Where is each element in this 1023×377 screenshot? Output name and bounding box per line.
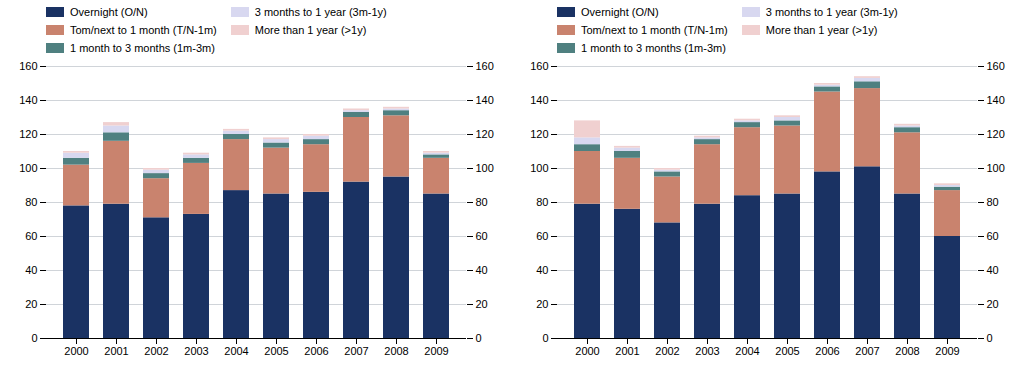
svg-text:2009: 2009 [424, 345, 448, 357]
svg-text:80: 80 [25, 196, 37, 208]
html-text:More than 1 year (>1y): More than 1 year (>1y) [254, 24, 367, 36]
svg-text:120: 120 [476, 128, 494, 140]
svg-text:0: 0 [31, 332, 37, 344]
svg-text:0: 0 [476, 332, 482, 344]
svg-text:2002: 2002 [655, 345, 679, 357]
svg-text:2005: 2005 [264, 345, 288, 357]
svg-text:120: 120 [530, 128, 548, 140]
svg-text:100: 100 [476, 162, 494, 174]
svg-text:60: 60 [536, 230, 548, 242]
svg-text:0: 0 [542, 332, 548, 344]
svg-text:140: 140 [987, 94, 1005, 106]
svg-text:40: 40 [476, 264, 488, 276]
svg-text:2008: 2008 [384, 345, 408, 357]
svg-text:40: 40 [987, 264, 999, 276]
html-text:3 months to 1 year (3m-1y): 3 months to 1 year (3m-1y) [765, 6, 898, 18]
svg-text:160: 160 [476, 60, 494, 72]
svg-text:2000: 2000 [575, 345, 599, 357]
svg-text:140: 140 [476, 94, 494, 106]
svg-text:2007: 2007 [855, 345, 879, 357]
html-text:Tom/next to 1 month (T/N-1m): Tom/next to 1 month (T/N-1m) [70, 24, 217, 36]
svg-text:20: 20 [25, 298, 37, 310]
html-text:Overnight (O/N): Overnight (O/N) [70, 6, 148, 18]
svg-text:2008: 2008 [895, 345, 919, 357]
html-text:Tom/next to 1 month (T/N-1m): Tom/next to 1 month (T/N-1m) [581, 24, 728, 36]
svg-text:2000: 2000 [64, 345, 88, 357]
svg-text:2003: 2003 [184, 345, 208, 357]
svg-text:2004: 2004 [735, 345, 759, 357]
svg-text:2001: 2001 [104, 345, 128, 357]
html-text:More than 1 year (>1y): More than 1 year (>1y) [765, 24, 878, 36]
svg-text:60: 60 [25, 230, 37, 242]
svg-text:60: 60 [476, 230, 488, 242]
svg-text:2003: 2003 [695, 345, 719, 357]
html-text:Overnight (O/N): Overnight (O/N) [581, 6, 659, 18]
html-text:3 months to 1 year (3m-1y): 3 months to 1 year (3m-1y) [254, 6, 387, 18]
svg-text:140: 140 [19, 94, 37, 106]
svg-text:40: 40 [536, 264, 548, 276]
svg-text:120: 120 [987, 128, 1005, 140]
svg-text:20: 20 [536, 298, 548, 310]
svg-text:80: 80 [536, 196, 548, 208]
svg-text:2002: 2002 [144, 345, 168, 357]
svg-text:2006: 2006 [815, 345, 839, 357]
html-text:1 month to 3 months (1m-3m): 1 month to 3 months (1m-3m) [70, 42, 215, 54]
svg-text:160: 160 [19, 60, 37, 72]
svg-text:40: 40 [25, 264, 37, 276]
svg-text:2009: 2009 [935, 345, 959, 357]
svg-text:100: 100 [19, 162, 37, 174]
html-text:1 month to 3 months (1m-3m): 1 month to 3 months (1m-3m) [581, 42, 726, 54]
svg-text:140: 140 [530, 94, 548, 106]
svg-text:20: 20 [987, 298, 999, 310]
svg-text:80: 80 [987, 196, 999, 208]
svg-text:20: 20 [476, 298, 488, 310]
svg-text:2001: 2001 [615, 345, 639, 357]
svg-text:100: 100 [987, 162, 1005, 174]
svg-text:2004: 2004 [224, 345, 248, 357]
svg-text:100: 100 [530, 162, 548, 174]
svg-text:0: 0 [987, 332, 993, 344]
svg-text:2006: 2006 [304, 345, 328, 357]
svg-text:2005: 2005 [775, 345, 799, 357]
svg-text:80: 80 [476, 196, 488, 208]
svg-text:120: 120 [19, 128, 37, 140]
svg-text:60: 60 [987, 230, 999, 242]
svg-text:160: 160 [987, 60, 1005, 72]
svg-text:2007: 2007 [344, 345, 368, 357]
svg-text:160: 160 [530, 60, 548, 72]
